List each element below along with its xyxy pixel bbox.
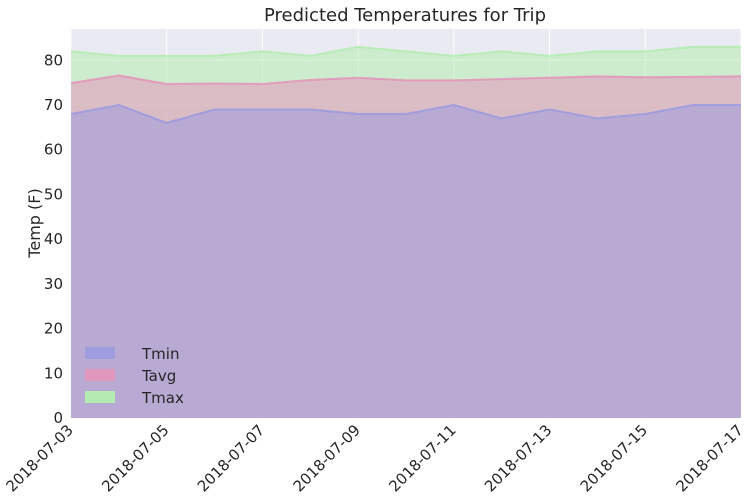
- y-tick-label: 20: [44, 320, 63, 338]
- y-tick-label: 40: [44, 230, 63, 248]
- legend: Tmin Tavg Tmax: [85, 345, 184, 407]
- x-tick-label: 2018-07-15: [577, 421, 651, 495]
- legend-label-tavg: Tavg: [141, 367, 176, 385]
- line-tmin: [70, 103, 741, 124]
- y-tick-label: 10: [44, 364, 63, 382]
- legend-swatch-tmin: [85, 347, 115, 359]
- x-tick-label: 2018-07-13: [481, 421, 555, 495]
- y-tick-label: 50: [44, 185, 63, 203]
- x-axis: 2018-07-03 2018-07-05 2018-07-07 2018-07-09…: [2, 421, 746, 495]
- y-tick-label: 60: [44, 141, 63, 159]
- area-tmin: [71, 105, 741, 418]
- y-tick-label: 0: [53, 409, 63, 427]
- line-tmax: [70, 45, 741, 57]
- y-axis-label: Temp (F): [25, 188, 44, 258]
- x-tick-label: 2018-07-09: [290, 421, 364, 495]
- x-tick-label: 2018-07-05: [98, 421, 172, 495]
- legend-swatch-tavg: [85, 369, 115, 381]
- legend-label-tmax: Tmax: [141, 389, 184, 407]
- chart-title: Predicted Temperatures for Trip: [264, 5, 546, 26]
- line-tavg: [70, 74, 742, 85]
- legend-label-tmin: Tmin: [141, 345, 179, 363]
- x-tick-label: 2018-07-07: [194, 421, 268, 495]
- x-tick-label: 2018-07-17: [672, 421, 746, 495]
- y-tick-label: 80: [44, 51, 63, 69]
- x-tick-label: 2018-07-03: [2, 421, 76, 495]
- area-series-layer: [70, 45, 742, 418]
- y-axis: 0 10 20 30 40 50 60 70 80: [44, 51, 63, 427]
- legend-swatch-tmax: [85, 391, 115, 403]
- x-tick-label: 2018-07-11: [385, 421, 459, 495]
- y-tick-label: 30: [44, 275, 63, 293]
- y-tick-label: 70: [44, 96, 63, 114]
